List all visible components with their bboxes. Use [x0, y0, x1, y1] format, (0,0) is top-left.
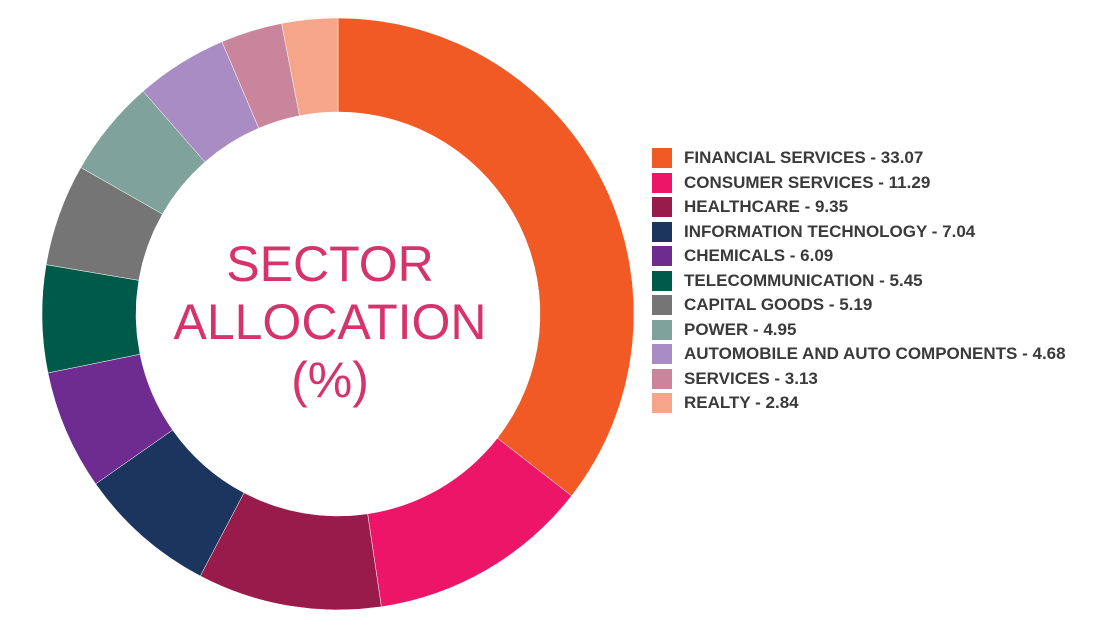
- legend-swatch-realty: [652, 393, 672, 413]
- legend-swatch-capital-goods: [652, 295, 672, 315]
- legend-swatch-services: [652, 368, 672, 389]
- legend-swatch-power: [652, 319, 672, 340]
- legend-item-realty: REALTY - 2.84: [652, 393, 1092, 414]
- legend-swatch-automobile-and-auto-components: [652, 344, 672, 364]
- legend-label-financial-services: FINANCIAL SERVICES - 33.07: [684, 148, 924, 167]
- legend-item-chemicals: CHEMICALS - 6.09: [652, 246, 1092, 267]
- legend-item-telecommunication: TELECOMMUNICATION - 5.45: [652, 270, 1092, 292]
- center-title-line-1: SECTOR: [226, 236, 434, 292]
- legend-swatch-information-technology: [652, 221, 672, 242]
- chart-legend: FINANCIAL SERVICES - 33.07 CONSUMER SERVI…: [652, 148, 1092, 418]
- legend-label-realty: REALTY - 2.84: [684, 393, 799, 412]
- legend-swatch-healthcare: [652, 197, 672, 217]
- legend-label-capital-goods: CAPITAL GOODS - 5.19: [684, 295, 873, 314]
- legend-item-capital-goods: CAPITAL GOODS - 5.19: [652, 295, 1092, 316]
- legend-label-telecommunication: TELECOMMUNICATION - 5.45: [684, 270, 923, 290]
- legend-swatch-consumer-services: [652, 172, 672, 193]
- legend-item-healthcare: HEALTHCARE - 9.35: [652, 197, 1092, 218]
- legend-item-financial-services: FINANCIAL SERVICES - 33.07: [652, 148, 1092, 169]
- legend-item-information-technology: INFORMATION TECHNOLOGY - 7.04: [652, 221, 1092, 243]
- legend-swatch-telecommunication: [652, 270, 672, 291]
- donut-slice-financial-services: [337, 17, 635, 497]
- legend-label-power: POWER - 4.95: [684, 319, 797, 339]
- legend-label-consumer-services: CONSUMER SERVICES - 11.29: [684, 172, 931, 192]
- legend-label-information-technology: INFORMATION TECHNOLOGY - 7.04: [684, 221, 976, 241]
- legend-item-consumer-services: CONSUMER SERVICES - 11.29: [652, 172, 1092, 194]
- legend-item-power: POWER - 4.95: [652, 319, 1092, 341]
- legend-swatch-chemicals: [652, 246, 672, 266]
- legend-label-chemicals: CHEMICALS - 6.09: [684, 246, 834, 265]
- chart-center-title: SECTOR ALLOCATION (%): [160, 235, 500, 409]
- center-title-line-3: (%): [291, 352, 369, 408]
- legend-label-automobile-and-auto-components: AUTOMOBILE AND AUTO COMPONENTS - 4.68: [684, 344, 1066, 363]
- legend-label-services: SERVICES - 3.13: [684, 368, 818, 388]
- legend-label-healthcare: HEALTHCARE - 9.35: [684, 197, 849, 216]
- legend-item-automobile-and-auto-components: AUTOMOBILE AND AUTO COMPONENTS - 4.68: [652, 344, 1092, 365]
- donut-slice-telecommunication: [41, 264, 141, 374]
- legend-item-services: SERVICES - 3.13: [652, 368, 1092, 390]
- legend-swatch-financial-services: [652, 148, 672, 168]
- center-title-line-2: ALLOCATION: [173, 294, 487, 350]
- donut-slice-realty: [281, 17, 339, 116]
